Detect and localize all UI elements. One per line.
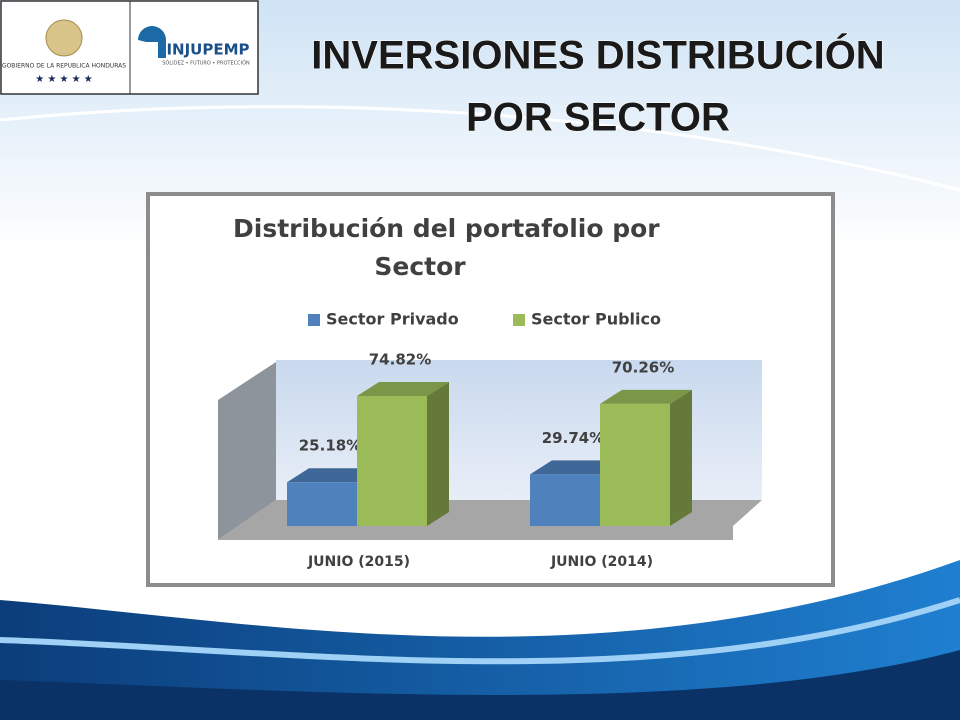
chart-title: Distribución del portafolio por <box>233 214 660 243</box>
value-label: 29.74% <box>542 429 604 447</box>
value-label: 25.18% <box>299 437 361 455</box>
logo-name: INJUPEMP <box>166 41 249 59</box>
bar-face <box>427 382 449 526</box>
wave <box>0 650 960 720</box>
logo-text: GOBIERNO DE LA REPUBLICA HONDURAS <box>2 63 126 70</box>
slide-title: POR SECTOR <box>466 96 730 140</box>
x-tick-label: JUNIO (2015) <box>307 554 410 570</box>
legend-label: Sector Publico <box>531 310 661 329</box>
bar-face <box>287 482 357 526</box>
bar-face <box>530 474 600 526</box>
stars: ★ ★ ★ ★ ★ <box>35 74 93 85</box>
side-wall <box>218 362 276 540</box>
emblem <box>45 19 83 57</box>
bar <box>600 389 692 526</box>
injupemp-icon <box>138 26 166 58</box>
swoosh <box>0 105 960 192</box>
swoosh <box>0 597 960 665</box>
bar-face <box>287 468 379 483</box>
bar-face <box>600 389 692 404</box>
legend-swatch <box>513 314 525 326</box>
bar-face <box>357 382 449 396</box>
x-tick-label: JUNIO (2014) <box>550 554 653 570</box>
bar-face <box>530 460 622 475</box>
bar-face <box>600 403 670 526</box>
bar-face <box>670 389 692 526</box>
value-label: 74.82% <box>369 351 431 369</box>
logo-motto: SÓLIDEZ • FUTURO • PROTECCIÓN <box>162 60 250 67</box>
legend-label: Sector Privado <box>326 310 459 329</box>
value-label: 70.26% <box>612 358 674 376</box>
wave <box>0 560 960 720</box>
slide-title: INVERSIONES DISTRIBUCIÓN <box>311 32 884 78</box>
bar <box>357 382 449 526</box>
legend-swatch <box>308 314 320 326</box>
chart-title: Sector <box>374 252 466 281</box>
bar-face <box>357 396 427 526</box>
